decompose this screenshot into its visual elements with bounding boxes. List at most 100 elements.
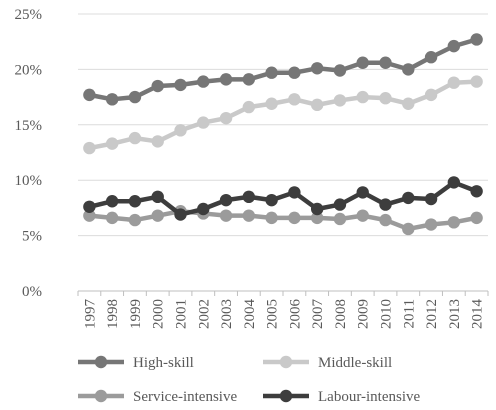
- data-point: [151, 79, 164, 93]
- data-point: [447, 76, 461, 89]
- data-point: [288, 211, 301, 225]
- data-point: [379, 213, 392, 227]
- data-point: [265, 193, 278, 207]
- data-point: [83, 209, 96, 222]
- legend-label: Labour-intensive: [318, 389, 421, 405]
- data-point: [402, 222, 415, 236]
- data-point: [470, 185, 483, 198]
- data-point: [470, 33, 483, 46]
- data-point: [105, 195, 119, 208]
- data-point: [105, 211, 119, 225]
- data-point: [356, 56, 369, 69]
- series-line: [88, 180, 478, 217]
- x-tick-label: 2013: [447, 299, 463, 329]
- data-point: [379, 56, 392, 69]
- x-tick-label: 2011: [401, 299, 417, 328]
- data-point: [83, 141, 96, 155]
- x-tick-label: 2008: [333, 299, 349, 329]
- data-point: [402, 97, 415, 110]
- x-tick-label: 2014: [470, 299, 486, 330]
- data-point: [310, 211, 324, 225]
- data-point: [310, 98, 324, 112]
- data-point: [197, 116, 210, 129]
- y-tick-label: 20%: [15, 62, 43, 78]
- data-point: [219, 111, 233, 125]
- data-point: [333, 94, 347, 107]
- x-tick-label: 2004: [242, 299, 258, 330]
- legend-swatch-marker: [279, 389, 293, 403]
- legend: High-skill Middle-skill Service-intensive L…: [78, 355, 421, 405]
- legend-item-labour-intensive: Labour-intensive: [263, 389, 421, 405]
- data-point: [242, 100, 256, 114]
- data-point: [151, 209, 164, 222]
- data-point: [128, 131, 142, 145]
- data-point: [197, 202, 210, 216]
- series-labour-intensive: [83, 176, 483, 221]
- data-point: [470, 75, 483, 88]
- x-tick-label: 2006: [287, 299, 303, 330]
- data-point: [424, 192, 438, 206]
- data-point: [288, 66, 301, 79]
- x-tick-label: 2001: [174, 299, 190, 329]
- data-point: [356, 209, 369, 222]
- x-tick-label: 1999: [128, 299, 144, 329]
- data-point: [151, 135, 164, 148]
- series-service-intensive: [83, 205, 483, 236]
- y-tick-label: 25%: [15, 7, 43, 23]
- legend-swatch-marker: [94, 389, 108, 403]
- x-tick-label: 2007: [310, 299, 326, 330]
- x-tick-label: 2012: [424, 299, 440, 329]
- data-point: [333, 64, 347, 77]
- data-point: [242, 73, 256, 86]
- x-tick-label: 1998: [105, 299, 121, 329]
- data-point: [379, 92, 392, 105]
- data-point: [402, 191, 415, 205]
- series-middle-skill: [83, 75, 483, 155]
- legend-swatch-marker: [94, 355, 108, 369]
- legend-item-high-skill: High-skill: [78, 355, 194, 371]
- series-line: [89, 208, 478, 232]
- data-point: [402, 63, 415, 76]
- data-point: [265, 211, 278, 225]
- data-point: [310, 62, 324, 75]
- data-point: [242, 190, 256, 204]
- data-point: [265, 97, 278, 110]
- data-point: [356, 90, 369, 104]
- legend-label: Middle-skill: [318, 355, 392, 371]
- data-point: [105, 137, 119, 150]
- x-tick-label: 2000: [151, 299, 167, 329]
- x-axis: 1997 1998 1999 2000 2001 2002 2003 2004 2005 2006…: [77, 291, 489, 330]
- legend-item-middle-skill: Middle-skill: [263, 355, 392, 371]
- data-point: [83, 88, 96, 102]
- y-tick-label: 5%: [22, 229, 42, 245]
- data-point: [128, 195, 142, 208]
- data-point: [447, 216, 461, 229]
- data-point: [219, 73, 233, 86]
- x-tick-label: 1997: [82, 299, 98, 330]
- data-point: [470, 211, 483, 225]
- data-point: [424, 88, 438, 102]
- legend-item-service-intensive: Service-intensive: [78, 389, 237, 405]
- series-high-skill: [83, 33, 483, 106]
- data-point: [128, 213, 142, 227]
- data-point: [424, 51, 438, 64]
- data-point: [174, 208, 187, 221]
- data-point: [424, 218, 438, 231]
- y-tick-label: 15%: [15, 118, 43, 134]
- plot-area: [83, 33, 483, 236]
- legend-label: High-skill: [133, 355, 194, 371]
- data-point: [128, 90, 142, 104]
- data-point: [333, 198, 347, 211]
- x-tick-label: 2009: [356, 299, 372, 329]
- data-point: [174, 78, 187, 92]
- data-point: [333, 212, 347, 226]
- data-point: [288, 186, 301, 199]
- data-point: [83, 200, 96, 213]
- x-tick-label: 2003: [219, 299, 235, 329]
- data-point: [219, 193, 233, 207]
- x-tick-label: 2010: [379, 299, 395, 329]
- data-point: [356, 186, 369, 199]
- data-point: [447, 176, 461, 189]
- data-point: [379, 198, 392, 211]
